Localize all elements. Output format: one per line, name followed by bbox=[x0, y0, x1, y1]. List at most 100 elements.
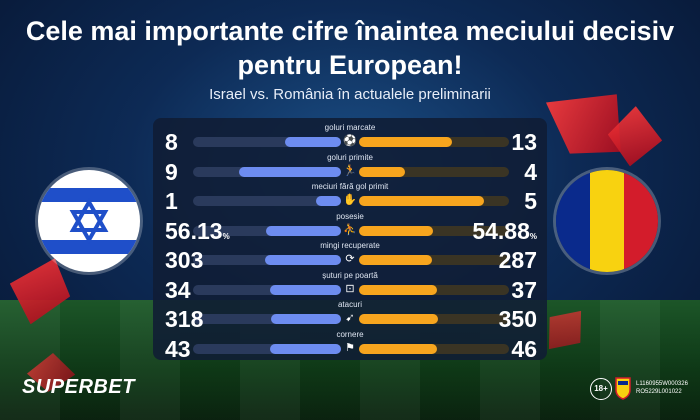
license-line-1: L1160955W000326 bbox=[636, 381, 688, 387]
romania-bar bbox=[359, 284, 438, 295]
israel-bar-track bbox=[193, 255, 341, 265]
onjn-seal-icon bbox=[615, 377, 631, 400]
israel-bar bbox=[269, 343, 341, 354]
romania-value-number: 4 bbox=[524, 158, 537, 185]
romania-bar-track bbox=[359, 225, 509, 236]
superbet-logo: SUPERBET bbox=[22, 376, 135, 398]
israel-value: 34 bbox=[165, 276, 191, 303]
stat-label: posesie bbox=[336, 211, 364, 221]
romania-value: 46 bbox=[511, 337, 537, 360]
license-line-2: RO5229L001022 bbox=[636, 389, 682, 395]
corner-flag-icon: ⚑ bbox=[345, 341, 355, 354]
romania-value: 54.88% bbox=[472, 217, 537, 248]
romania-flag-yellow bbox=[590, 170, 624, 272]
israel-value: 43 bbox=[165, 335, 191, 362]
romania-bar bbox=[359, 225, 434, 236]
attack-icon: ➹ bbox=[345, 312, 355, 324]
stats-panel: goluri marcate ⚽ 8 13 goluri primite 🏃 9 4 meciu… bbox=[153, 118, 547, 360]
israel-bar-track bbox=[193, 343, 341, 354]
israel-bar-track bbox=[193, 196, 341, 206]
stat-label: cornere bbox=[336, 329, 364, 339]
glove-icon: ✋ bbox=[343, 194, 357, 206]
percent-unit: % bbox=[529, 231, 537, 241]
romania-value: 13 bbox=[511, 129, 537, 155]
romania-value: 287 bbox=[498, 247, 537, 273]
stat-row: goluri primite 🏃 9 4 bbox=[153, 152, 547, 185]
romania-bar-track bbox=[359, 137, 509, 147]
romania-value-number: 5 bbox=[524, 188, 537, 214]
stat-row: meciuri fără gol primit ✋ 1 5 bbox=[153, 181, 547, 214]
romania-value: 350 bbox=[498, 306, 537, 332]
romania-bar-track bbox=[359, 284, 509, 295]
star-of-david-icon bbox=[69, 197, 109, 245]
israel-bar bbox=[316, 196, 341, 206]
license-info: L1160955W000326 RO5229L001022 bbox=[636, 380, 688, 396]
stat-row: goluri marcate ⚽ 8 13 bbox=[153, 122, 547, 155]
romania-bar-track bbox=[359, 343, 509, 354]
israel-bar-track bbox=[193, 284, 341, 295]
stat-label: meciuri fără gol primit bbox=[311, 182, 389, 191]
romania-bar bbox=[359, 314, 438, 324]
percent-unit: % bbox=[222, 231, 230, 241]
israel-bar-track bbox=[193, 137, 341, 147]
romania-bar bbox=[359, 166, 406, 177]
romania-bar-track bbox=[359, 166, 509, 177]
israel-value: 303 bbox=[165, 247, 204, 273]
possession-icon: ⛹ bbox=[343, 223, 357, 236]
romania-bar-track bbox=[359, 255, 509, 265]
romania-value: 37 bbox=[511, 278, 537, 301]
romania-value-number: 287 bbox=[498, 247, 537, 273]
romania-bar bbox=[359, 137, 452, 147]
stat-row: mingi recuperate ⟳ 303 287 bbox=[153, 240, 547, 273]
israel-value: 9 bbox=[165, 158, 178, 185]
stat-label: goluri marcate bbox=[324, 123, 376, 132]
israel-value: 56.13% bbox=[165, 217, 230, 248]
israel-bar bbox=[284, 137, 341, 147]
israel-value-number: 318 bbox=[165, 306, 204, 332]
stat-label: mingi recuperate bbox=[320, 241, 380, 250]
israel-bar-track bbox=[193, 314, 341, 324]
romania-flag-red bbox=[624, 170, 658, 272]
israel-value-number: 34 bbox=[165, 276, 191, 303]
romania-bar bbox=[359, 255, 432, 265]
israel-flag bbox=[38, 170, 140, 272]
romania-bar bbox=[359, 196, 484, 206]
stat-row: posesie ⛹ 56.13% 54.88% bbox=[153, 211, 547, 243]
recover-icon: ⟳ bbox=[345, 253, 355, 265]
israel-value-number: 43 bbox=[165, 335, 191, 362]
israel-value: 8 bbox=[165, 129, 178, 155]
page-subtitle: Israel vs. România în actualele prelimin… bbox=[209, 86, 491, 103]
romania-value: 4 bbox=[524, 158, 537, 185]
goal-net-icon: ⊡ bbox=[345, 282, 355, 295]
romania-bar-track bbox=[359, 196, 509, 206]
israel-bar bbox=[270, 314, 341, 324]
stat-row: șuturi pe poartă ⊡ 34 37 bbox=[153, 270, 547, 303]
israel-value: 318 bbox=[165, 306, 204, 332]
israel-bar bbox=[270, 284, 341, 295]
stat-label: atacuri bbox=[337, 300, 362, 309]
israel-value-number: 1 bbox=[165, 188, 178, 214]
stat-label: șuturi pe poartă bbox=[322, 270, 378, 280]
israel-bar-track bbox=[193, 225, 341, 236]
stat-row: atacuri ➹ 318 350 bbox=[153, 299, 547, 332]
page-title: Cele mai importante cifre înaintea meciu… bbox=[25, 16, 675, 80]
israel-bar bbox=[266, 225, 341, 236]
israel-bar bbox=[238, 166, 341, 177]
goalkeeper-icon: 🏃 bbox=[343, 164, 357, 177]
israel-value-number: 8 bbox=[165, 129, 178, 155]
romania-flag bbox=[556, 170, 658, 272]
romania-value: 5 bbox=[524, 188, 537, 214]
romania-value-number: 13 bbox=[511, 129, 537, 155]
age-restriction-badge: 18+ bbox=[590, 378, 612, 400]
soccer-ball-icon: ⚽ bbox=[343, 135, 357, 147]
romania-value-number: 54.88 bbox=[472, 217, 530, 244]
israel-value-number: 303 bbox=[165, 247, 204, 273]
romania-value-number: 350 bbox=[498, 306, 537, 332]
israel-value-number: 56.13 bbox=[165, 217, 223, 244]
israel-value-number: 9 bbox=[165, 158, 178, 185]
israel-value: 1 bbox=[165, 188, 178, 214]
romania-flag-blue bbox=[556, 170, 590, 272]
romania-bar bbox=[359, 343, 437, 354]
stat-label: goluri primite bbox=[327, 152, 373, 162]
